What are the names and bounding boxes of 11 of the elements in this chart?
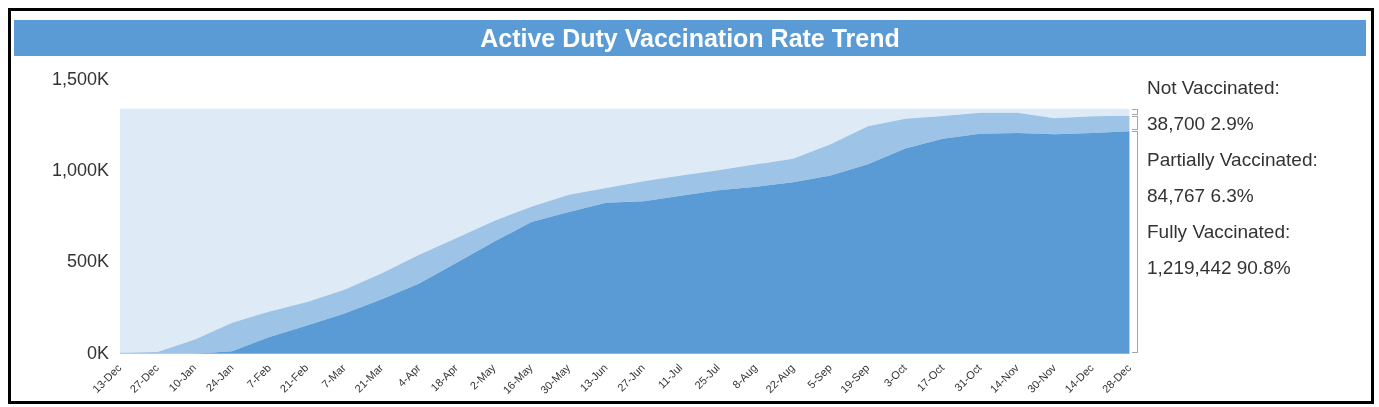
series-label: Fully Vaccinated: — [1147, 220, 1292, 244]
y-tick-label: 1,000K — [51, 160, 109, 181]
y-tick-label: 500K — [66, 251, 109, 272]
text: 84,767 6.3% — [1147, 184, 1255, 208]
series-label: Partially Vaccinated: — [1147, 148, 1318, 172]
y-tick-label: 0K — [86, 342, 109, 363]
y-tick-label: 1,500K — [51, 68, 109, 89]
series-label: Not Vaccinated: — [1147, 76, 1281, 100]
text: 1,219,442 90.8% — [1147, 256, 1292, 280]
chart-title: Active Duty Vaccination Rate Trend — [14, 20, 1366, 56]
text: 38,700 2.9% — [1147, 112, 1255, 136]
